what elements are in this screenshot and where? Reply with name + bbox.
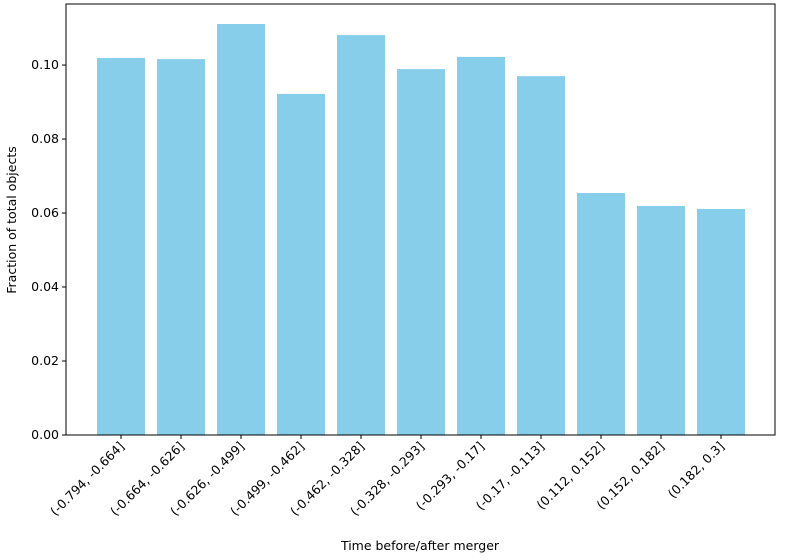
bar bbox=[277, 93, 325, 436]
bar bbox=[517, 76, 565, 435]
y-tick-label: 0.02 bbox=[31, 353, 59, 368]
y-tick-label: 0.10 bbox=[31, 57, 59, 72]
y-tick-label: 0.04 bbox=[31, 279, 59, 294]
y-tick-label: 0.00 bbox=[31, 427, 59, 442]
y-tick-label: 0.08 bbox=[31, 131, 59, 146]
x-axis-label: Time before/after merger bbox=[340, 538, 500, 553]
bar bbox=[97, 58, 145, 435]
y-axis-label: Fraction of total objects bbox=[4, 146, 19, 293]
bar bbox=[397, 69, 445, 435]
x-tick-label: (0.182, 0.3] bbox=[665, 439, 727, 501]
bar bbox=[697, 208, 745, 435]
bar bbox=[457, 56, 505, 435]
plot-frame bbox=[65, 3, 776, 436]
bar bbox=[577, 193, 625, 435]
bar bbox=[637, 205, 685, 435]
bar bbox=[337, 35, 385, 436]
bar bbox=[157, 59, 205, 436]
y-tick-label: 0.06 bbox=[31, 205, 59, 220]
bar bbox=[217, 23, 265, 435]
